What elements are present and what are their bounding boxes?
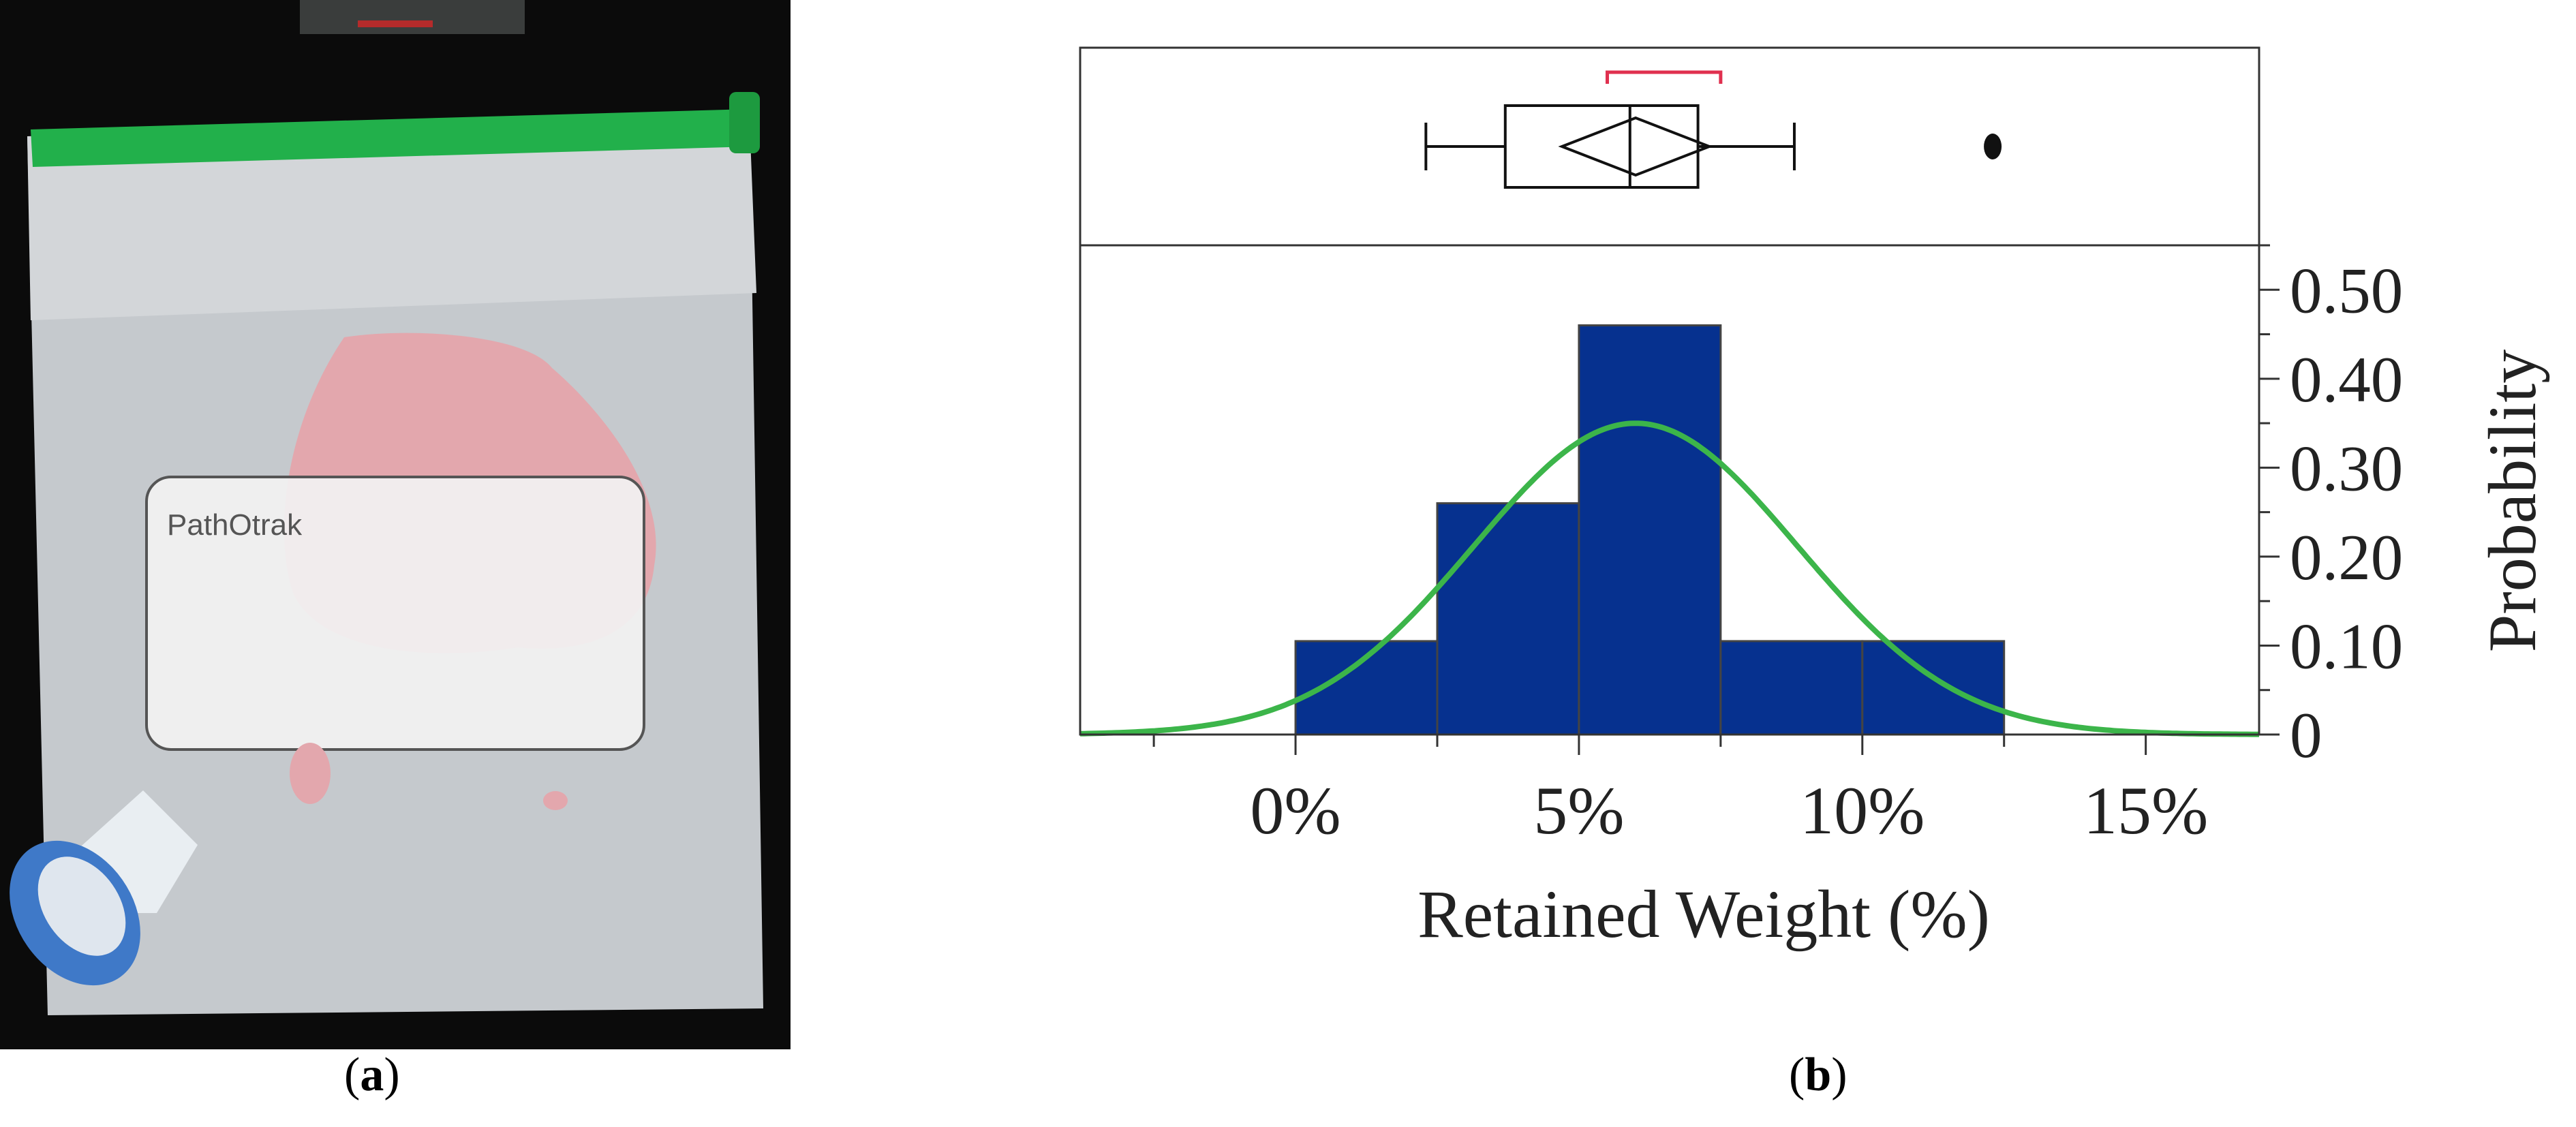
y-tick-label: 0 [2290,699,2322,771]
bag-zip-strip [31,109,753,167]
chart-axes: 0% 5% 10% 15% 0 0.10 0.20 0.30 0.40 0.50 [1079,46,2403,848]
shortest-half-bracket [1606,70,1723,84]
meat-fragment-small [543,791,568,810]
bag-upper-sheen [27,123,756,320]
y-tick-label: 0.50 [2290,254,2403,326]
y-tick-label: 0.30 [2290,432,2403,504]
meat-fragment [290,743,331,804]
mean-confidence-diamond [1558,116,1713,177]
panel-b-caption: (b) [1789,1049,1847,1101]
x-tick-label: 0% [1250,773,1340,848]
valve-cap-face [37,856,126,956]
box-plot-frame [1079,46,2260,247]
y-tick-label: 0.10 [2290,610,2403,682]
bag-zip-tab [729,92,760,153]
device-top [300,0,525,34]
histogram-bar [1861,640,2006,736]
y-tick-label: 0.20 [2290,521,2403,593]
panel-a-caption: (a) [344,1049,400,1101]
x-axis-label: Retained Weight (%) [1417,876,1990,952]
retained-weight-chart: 0% 5% 10% 15% 0 0.10 0.20 0.30 0.40 0.50 Retained… [1079,46,2550,952]
outlier-point [1984,134,2002,159]
device-top-stripe [358,20,433,27]
x-tick-label: 10% [1800,773,1925,848]
y-axis-label: Probability [2474,350,2550,652]
normal-fit-curve [1079,420,2259,737]
bag-label-brand: PathOtrak [167,508,303,542]
bag-label [145,476,645,751]
box-iqr [1503,104,1700,189]
histogram-panel [1079,324,2259,737]
histogram-bar [1578,324,1722,736]
y-tick-label: 0.40 [2290,343,2403,416]
sample-bag-photo: PathOtrak [0,0,791,1049]
x-tick-label: 5% [1533,773,1624,848]
histogram-frame [1079,244,2260,736]
histogram-bar [1436,502,1580,736]
x-tick-label: 15% [2083,773,2208,848]
histogram-bar [1719,640,1864,736]
box-plot-panel [1424,70,2002,189]
